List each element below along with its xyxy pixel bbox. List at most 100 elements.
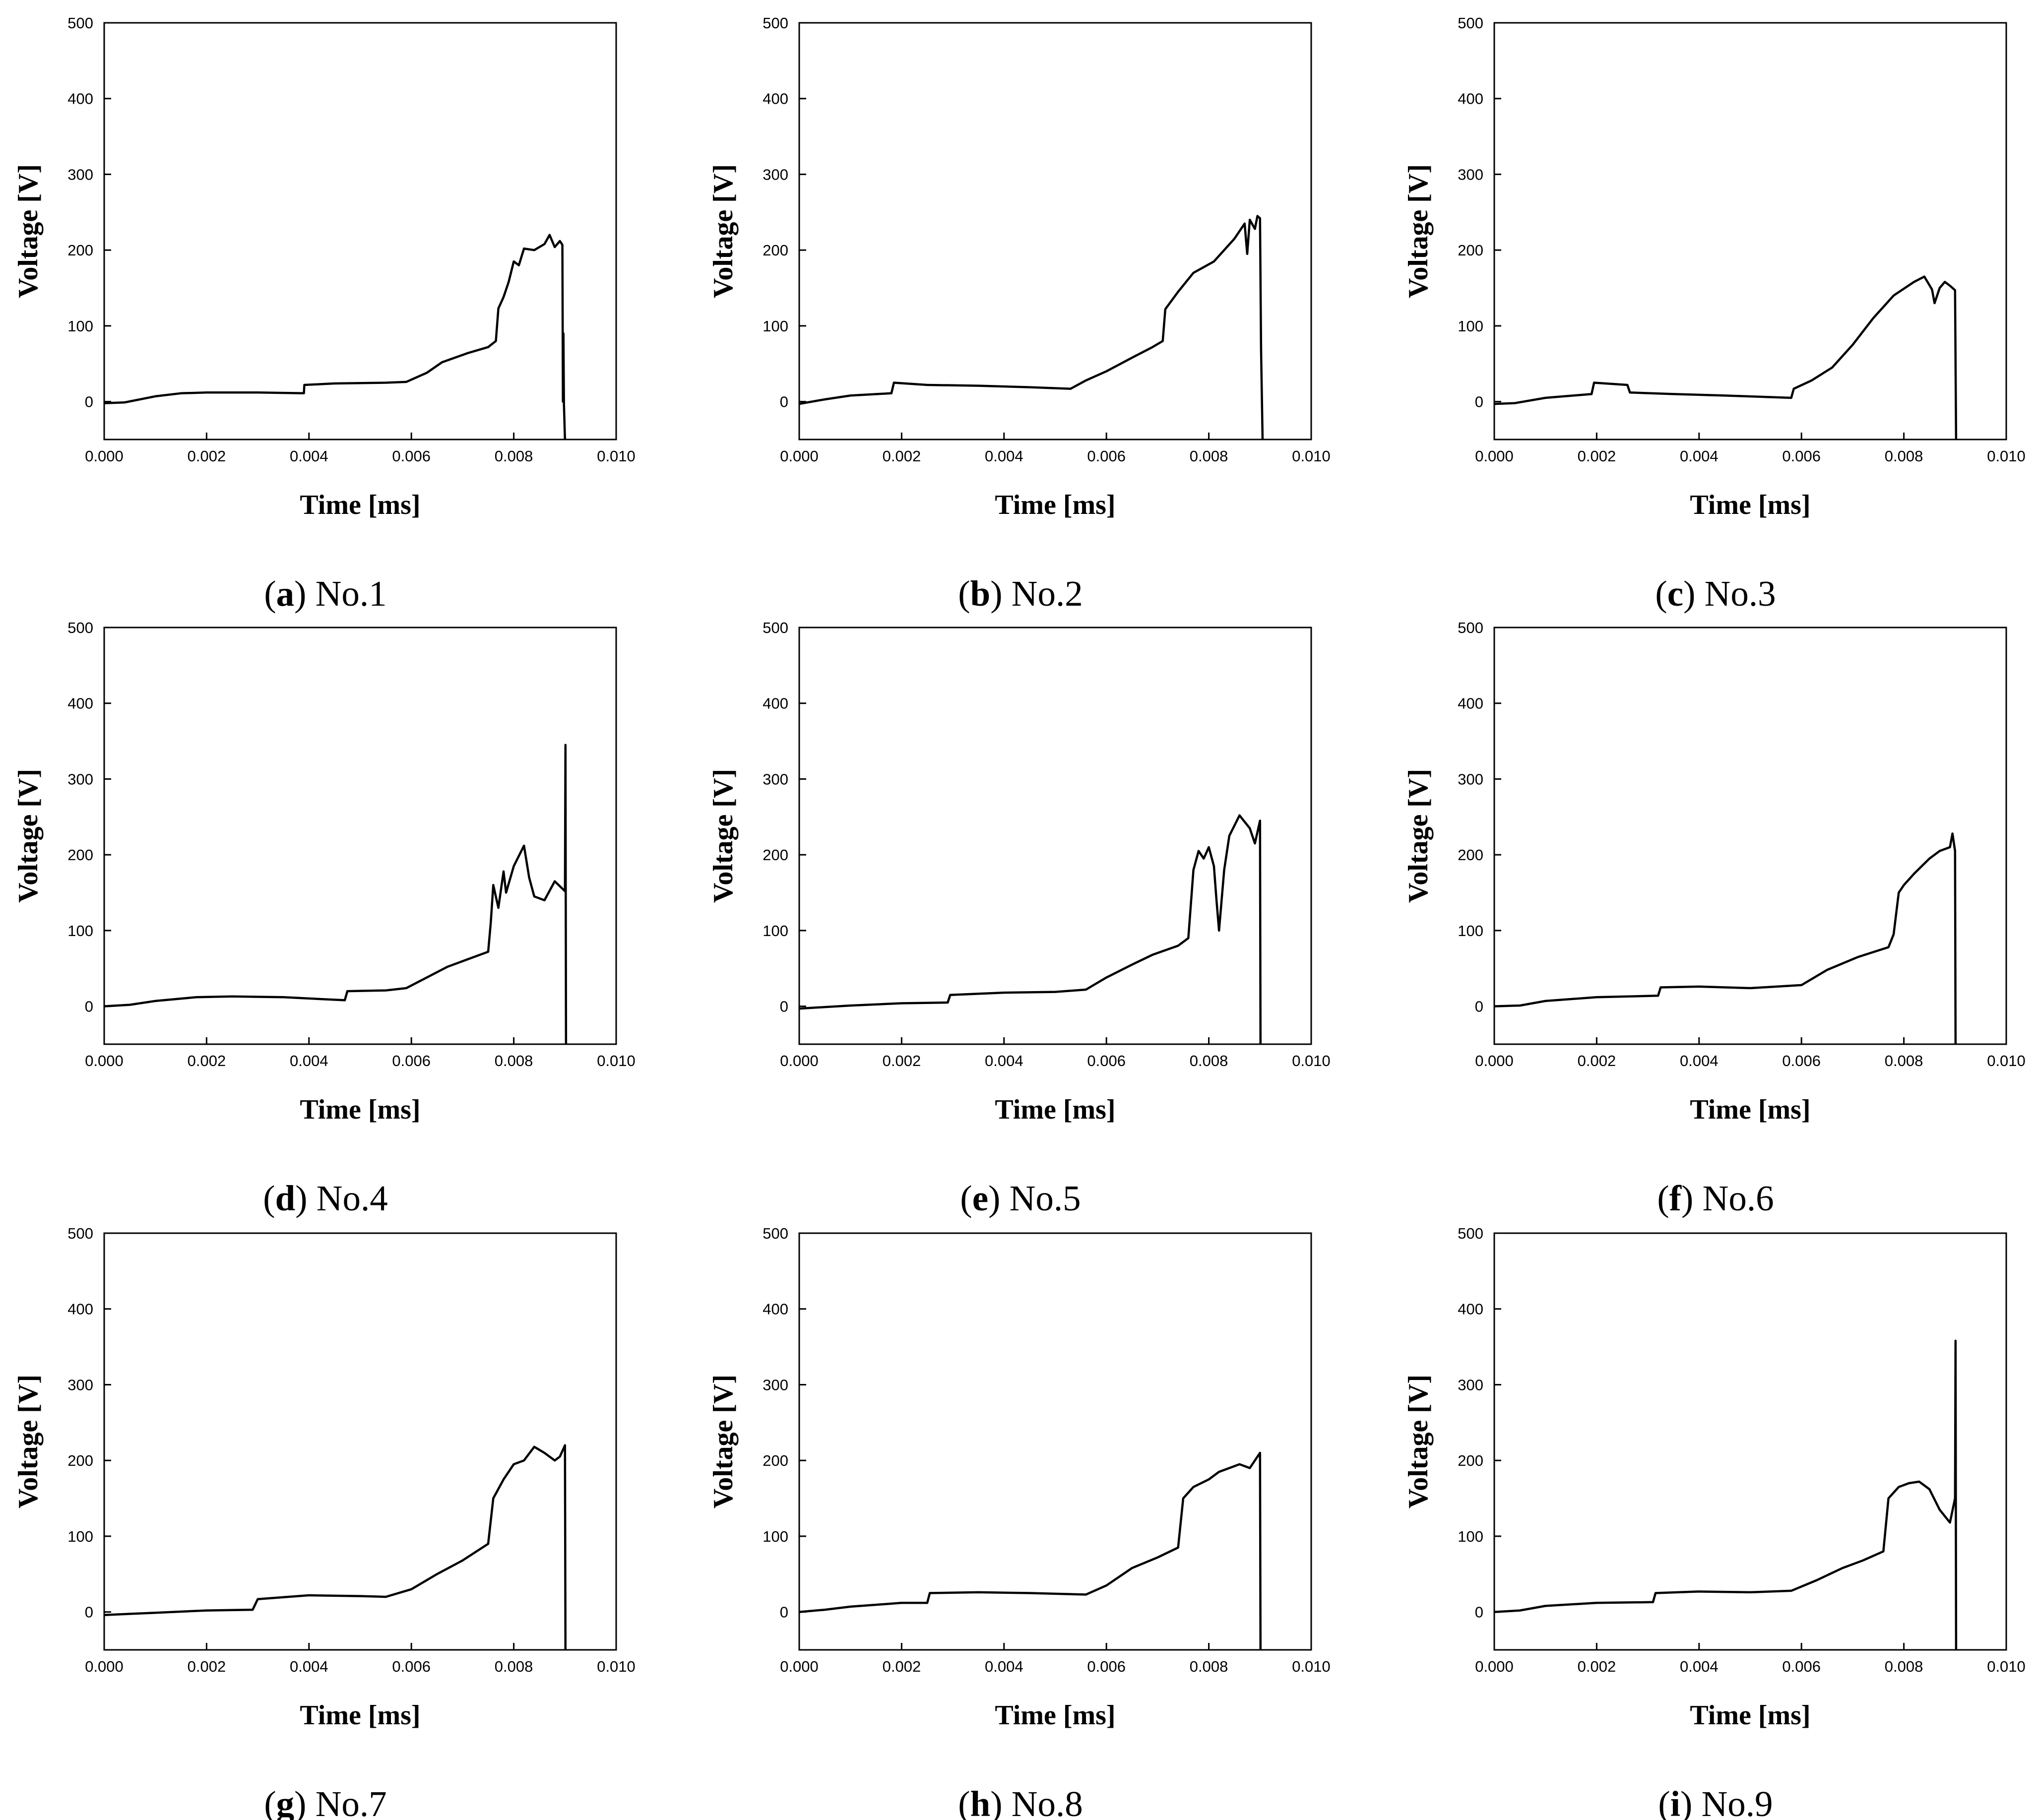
- y-tick-label: 300: [763, 1376, 788, 1393]
- chart-panel-c: 0.000 0.002 0.004 0.006 0.008 0.010 0 100 200 300…: [1403, 14, 2026, 614]
- y-tick-label: 200: [67, 846, 93, 864]
- y-tick-label: 100: [1458, 922, 1483, 940]
- chart-panel-e: 0.000 0.002 0.004 0.006 0.008 0.010 0 100 200 300…: [708, 619, 1331, 1218]
- caption-paren-close: ): [294, 573, 316, 614]
- caption-label: No.2: [1012, 573, 1083, 614]
- plot-frame: [1493, 627, 2007, 1045]
- x-axis-label: Time [ms]: [1690, 1700, 1810, 1731]
- caption-label: No.4: [317, 1178, 388, 1218]
- chart-panel-d: 0.000 0.002 0.004 0.006 0.008 0.010 0 100 200 300…: [13, 619, 636, 1218]
- x-tick-label: 0.000: [85, 1052, 124, 1069]
- caption-paren-open: (: [264, 573, 276, 614]
- y-tick-label: 0: [1475, 393, 1483, 411]
- x-tick-label: 0.002: [1578, 1658, 1616, 1675]
- x-tick-label: 0.002: [188, 1658, 226, 1675]
- y-tick-label: 0: [85, 393, 93, 411]
- caption-letter: c: [1667, 573, 1683, 614]
- x-tick-label: 0.000: [780, 1658, 819, 1675]
- caption-letter: a: [276, 573, 295, 614]
- x-tick-label: 0.002: [1578, 447, 1616, 465]
- y-tick-label: 0: [85, 1604, 93, 1621]
- y-axis-label: Voltage [V]: [1403, 1375, 1434, 1508]
- x-tick-label: 0.002: [1578, 1052, 1616, 1069]
- caption-paren-open: (: [1658, 1784, 1670, 1820]
- x-tick-label: 0.000: [85, 447, 124, 465]
- caption-paren-open: (: [958, 573, 970, 614]
- plot-frame: [1493, 22, 2007, 440]
- x-tick-label: 0.006: [1782, 1658, 1821, 1675]
- x-tick-label: 0.006: [1782, 447, 1821, 465]
- panel-caption: (f) No.6: [1657, 1178, 1774, 1218]
- x-tick-label: 0.010: [1292, 1658, 1331, 1675]
- y-tick-label: 0: [780, 998, 788, 1015]
- caption-paren-open: (: [263, 1178, 275, 1218]
- chart-panel-f: 0.000 0.002 0.004 0.006 0.008 0.010 0 100 200 300…: [1403, 619, 2026, 1218]
- y-tick-label: 400: [1458, 1301, 1483, 1318]
- y-tick-label: 100: [763, 317, 788, 335]
- x-tick-label: 0.002: [883, 1658, 921, 1675]
- x-axis-label: Time [ms]: [995, 1094, 1115, 1125]
- series-line-f: [1494, 832, 1957, 1045]
- x-axis-label: Time [ms]: [995, 1700, 1115, 1731]
- caption-paren-close: ): [1681, 1178, 1703, 1218]
- x-axis-label: Time [ms]: [300, 490, 420, 520]
- y-tick-label: 200: [763, 242, 788, 259]
- x-tick-label: 0.006: [392, 1658, 431, 1675]
- x-tick-label: 0.008: [495, 447, 533, 465]
- x-tick-label: 0.006: [1087, 1052, 1126, 1069]
- caption-paren-close: ): [990, 573, 1012, 614]
- chart-panel-i: 0.000 0.002 0.004 0.006 0.008 0.010 0 100 200 300…: [1403, 1225, 2026, 1820]
- panel-caption: (c) No.3: [1655, 573, 1776, 614]
- plot-frame: [798, 627, 1312, 1045]
- x-tick-label: 0.004: [290, 1658, 328, 1675]
- series-line-c: [1494, 275, 1958, 440]
- y-tick-label: 400: [67, 90, 93, 108]
- y-tick-label: 100: [763, 1528, 788, 1545]
- y-tick-label: 500: [1458, 619, 1483, 636]
- series-line-e: [799, 814, 1262, 1045]
- panel-caption: (a) No.1: [264, 573, 386, 614]
- y-axis-label: Voltage [V]: [1403, 164, 1434, 298]
- y-tick-label: 400: [67, 1301, 93, 1318]
- panel-caption: (b) No.2: [958, 573, 1083, 614]
- caption-label: No.9: [1702, 1784, 1773, 1820]
- x-tick-label: 0.002: [883, 447, 921, 465]
- y-tick-label: 100: [1458, 317, 1483, 335]
- x-tick-label: 0.004: [985, 1658, 1023, 1675]
- x-tick-label: 0.000: [1475, 447, 1514, 465]
- x-tick-label: 0.008: [1190, 1052, 1228, 1069]
- x-tick-label: 0.002: [883, 1052, 921, 1069]
- caption-label: No.5: [1010, 1178, 1081, 1218]
- plot-frame: [103, 627, 617, 1045]
- y-tick-label: 500: [67, 14, 93, 32]
- y-axis-label: Voltage [V]: [708, 164, 739, 298]
- y-axis-label: Voltage [V]: [13, 769, 44, 903]
- plot-frame: [103, 1232, 617, 1651]
- y-tick-label: 500: [1458, 14, 1483, 32]
- panel-caption: (h) No.8: [958, 1784, 1083, 1820]
- y-tick-label: 300: [763, 770, 788, 788]
- y-axis-label: Voltage [V]: [13, 164, 44, 298]
- y-tick-label: 100: [1458, 1528, 1483, 1545]
- x-tick-label: 0.004: [985, 1052, 1023, 1069]
- caption-paren-close: ): [1683, 573, 1705, 614]
- x-tick-label: 0.008: [495, 1658, 533, 1675]
- caption-label: No.3: [1705, 573, 1776, 614]
- x-tick-label: 0.004: [985, 447, 1023, 465]
- chart-panel-g: 0.000 0.002 0.004 0.006 0.008 0.010 0 100 200 300…: [13, 1225, 636, 1820]
- caption-paren-close: ): [990, 1784, 1012, 1820]
- y-tick-label: 200: [1458, 846, 1483, 864]
- caption-paren-close: ): [988, 1178, 1010, 1218]
- x-tick-label: 0.010: [597, 447, 636, 465]
- chart-panel-a: 0.000 0.002 0.004 0.006 0.008 0.010 0 100 200 300…: [13, 14, 636, 614]
- y-tick-label: 200: [1458, 242, 1483, 259]
- x-tick-label: 0.010: [1987, 1052, 2026, 1069]
- y-tick-label: 200: [67, 242, 93, 259]
- caption-letter: f: [1669, 1178, 1682, 1218]
- series-line-a: [104, 234, 567, 440]
- x-axis-label: Time [ms]: [1690, 1094, 1810, 1125]
- caption-paren-open: (: [1655, 573, 1667, 614]
- y-tick-label: 400: [1458, 695, 1483, 712]
- x-tick-label: 0.000: [780, 1052, 819, 1069]
